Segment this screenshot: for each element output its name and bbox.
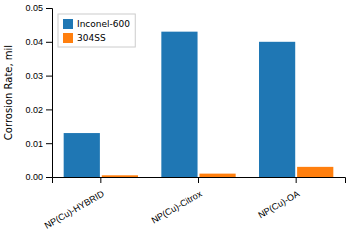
x-axis: NP(Cu)-HYBRID NP(Cu)-Citrox NP(Cu)-OA bbox=[43, 177, 346, 231]
legend-label: 304SS bbox=[77, 33, 106, 43]
legend-label: Inconel-600 bbox=[77, 19, 130, 29]
legend-box bbox=[58, 14, 135, 47]
y-tick-mark bbox=[46, 109, 52, 110]
legend: Inconel-600 304SS bbox=[58, 14, 135, 47]
x-tick: NP(Cu)-HYBRID bbox=[43, 177, 106, 231]
x-axis-line bbox=[53, 178, 346, 184]
y-axis-title: Corrosion Rate, mil bbox=[3, 45, 14, 140]
y-tick-label: 0.04 bbox=[25, 37, 43, 47]
x-tick-mark bbox=[296, 177, 297, 183]
bar bbox=[102, 175, 138, 177]
y-tick-label: 0.00 bbox=[25, 172, 43, 182]
chart: 0.000.010.020.030.040.05NP(Cu)-HYBRIDNP(… bbox=[0, 0, 355, 235]
x-tick-label: NP(Cu)-HYBRID bbox=[43, 188, 106, 230]
y-tick-mark bbox=[46, 76, 52, 77]
legend-item: Inconel-600 bbox=[63, 19, 130, 29]
y-tick: 0.02 bbox=[25, 105, 52, 115]
y-tick: 0.03 bbox=[25, 71, 52, 81]
x-tick-mark bbox=[100, 177, 101, 183]
y-axis: 0.00 0.01 0.02 0.03 0.04 0.05 bbox=[25, 3, 52, 182]
bars bbox=[64, 32, 334, 177]
legend-swatch bbox=[63, 19, 73, 29]
bar bbox=[161, 32, 197, 177]
x-tick: NP(Cu)-OA bbox=[256, 177, 301, 220]
y-axis-line bbox=[46, 9, 53, 178]
y-tick-mark bbox=[46, 177, 52, 178]
x-tick-mark bbox=[198, 177, 199, 183]
x-tick-label: NP(Cu)-OA bbox=[256, 189, 301, 221]
x-tick-label: NP(Cu)-Citrox bbox=[150, 188, 204, 225]
y-tick: 0.01 bbox=[25, 139, 52, 149]
legend-item: 304SS bbox=[63, 33, 106, 43]
y-tick-label: 0.01 bbox=[25, 139, 43, 149]
bar bbox=[297, 167, 333, 177]
y-tick-mark bbox=[46, 143, 52, 144]
bar bbox=[64, 133, 100, 177]
y-tick: 0.05 bbox=[25, 3, 52, 13]
y-tick: 0.04 bbox=[25, 37, 52, 47]
bar bbox=[199, 174, 235, 177]
y-tick-label: 0.03 bbox=[25, 71, 43, 81]
y-tick: 0.00 bbox=[25, 172, 52, 182]
y-tick-mark bbox=[46, 8, 52, 9]
legend-swatch bbox=[63, 33, 73, 43]
y-tick-label: 0.05 bbox=[25, 3, 43, 13]
y-tick-label: 0.02 bbox=[25, 105, 43, 115]
plot: 0.000.010.020.030.040.05NP(Cu)-HYBRIDNP(… bbox=[25, 3, 345, 230]
bar bbox=[259, 42, 295, 177]
y-tick-mark bbox=[46, 42, 52, 43]
x-tick: NP(Cu)-Citrox bbox=[150, 177, 204, 226]
